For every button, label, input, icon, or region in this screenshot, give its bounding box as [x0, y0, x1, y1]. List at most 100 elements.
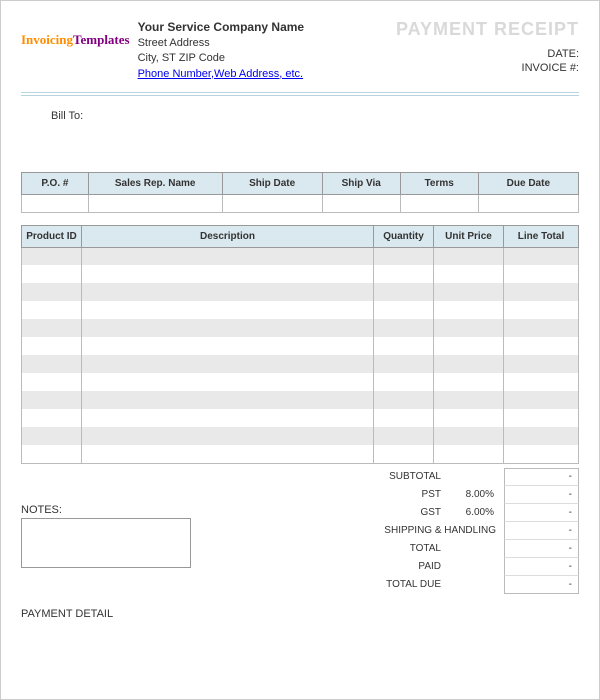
- notes-label: NOTES:: [21, 504, 259, 516]
- table-cell: [82, 373, 374, 391]
- table-cell: [374, 445, 434, 463]
- table-row: [22, 319, 579, 337]
- table-cell: [374, 391, 434, 409]
- table-cell: [504, 337, 579, 355]
- table-cell: [82, 409, 374, 427]
- order-th-rep: Sales Rep. Name: [88, 172, 222, 194]
- order-cell: [322, 194, 400, 212]
- order-th-terms: Terms: [400, 172, 478, 194]
- table-cell: [22, 355, 82, 373]
- date-label: DATE:: [547, 48, 579, 60]
- table-cell: [374, 337, 434, 355]
- totals-row-subtotal: SUBTOTAL -: [269, 468, 579, 486]
- table-cell: [82, 265, 374, 283]
- gst-value: -: [504, 504, 579, 522]
- table-cell: [504, 319, 579, 337]
- items-th-qty: Quantity: [374, 225, 434, 247]
- table-cell: [374, 265, 434, 283]
- table-cell: [374, 373, 434, 391]
- table-cell: [504, 391, 579, 409]
- shipping-value: -: [504, 522, 579, 540]
- header-left: InvoicingTemplates Your Service Company …: [21, 19, 304, 82]
- table-row: [22, 301, 579, 319]
- table-cell: [434, 355, 504, 373]
- table-cell: [22, 247, 82, 265]
- totals-row-shipping: SHIPPING & HANDLING -: [269, 522, 579, 540]
- items-table: Product ID Description Quantity Unit Pri…: [21, 225, 579, 464]
- table-cell: [504, 247, 579, 265]
- table-cell: [82, 283, 374, 301]
- bottom-section: NOTES: SUBTOTAL - PST 8.00% - GST 6.00% …: [21, 468, 579, 594]
- table-row: [22, 355, 579, 373]
- table-cell: [504, 283, 579, 301]
- table-cell: [434, 427, 504, 445]
- table-cell: [22, 445, 82, 463]
- table-cell: [434, 247, 504, 265]
- table-cell: [434, 283, 504, 301]
- table-cell: [82, 427, 374, 445]
- order-th-shipdate: Ship Date: [222, 172, 322, 194]
- order-th-shipvia: Ship Via: [322, 172, 400, 194]
- table-cell: [22, 337, 82, 355]
- paid-label: PAID: [319, 561, 449, 572]
- table-cell: [82, 391, 374, 409]
- pst-value: -: [504, 486, 579, 504]
- table-row: [22, 373, 579, 391]
- table-row: [22, 337, 579, 355]
- table-cell: [504, 409, 579, 427]
- header-right: PAYMENT RECEIPT DATE: INVOICE #:: [396, 19, 579, 82]
- notes-box: [21, 518, 191, 568]
- paid-value: -: [504, 558, 579, 576]
- order-th-due: Due Date: [478, 172, 578, 194]
- table-cell: [434, 319, 504, 337]
- table-cell: [504, 355, 579, 373]
- payment-detail-label: PAYMENT DETAIL: [21, 608, 579, 620]
- table-row: [22, 265, 579, 283]
- table-cell: [434, 409, 504, 427]
- table-cell: [22, 427, 82, 445]
- table-cell: [82, 445, 374, 463]
- order-table: P.O. # Sales Rep. Name Ship Date Ship Vi…: [21, 172, 579, 213]
- table-cell: [82, 319, 374, 337]
- order-th-po: P.O. #: [22, 172, 89, 194]
- order-cell: [478, 194, 578, 212]
- street-address: Street Address: [138, 36, 305, 51]
- header: InvoicingTemplates Your Service Company …: [21, 19, 579, 82]
- divider: [21, 92, 579, 96]
- items-th-desc: Description: [82, 225, 374, 247]
- table-row: [22, 247, 579, 265]
- table-cell: [374, 283, 434, 301]
- table-cell: [82, 247, 374, 265]
- total-label: TOTAL: [319, 543, 449, 554]
- order-cell: [22, 194, 89, 212]
- city-state-zip: City, ST ZIP Code: [138, 51, 305, 66]
- items-th-pid: Product ID: [22, 225, 82, 247]
- total-value: -: [504, 540, 579, 558]
- order-cell: [400, 194, 478, 212]
- table-cell: [434, 445, 504, 463]
- table-cell: [22, 283, 82, 301]
- table-row: [22, 409, 579, 427]
- due-value: -: [504, 576, 579, 594]
- table-cell: [82, 301, 374, 319]
- table-cell: [374, 409, 434, 427]
- table-row: [22, 391, 579, 409]
- table-cell: [504, 301, 579, 319]
- table-row: [22, 427, 579, 445]
- table-row: [22, 445, 579, 463]
- table-cell: [434, 373, 504, 391]
- table-cell: [434, 391, 504, 409]
- table-cell: [504, 427, 579, 445]
- table-cell: [22, 301, 82, 319]
- order-cell: [88, 194, 222, 212]
- table-cell: [434, 337, 504, 355]
- receipt-title: PAYMENT RECEIPT: [396, 19, 579, 40]
- bill-to-label: Bill To:: [51, 110, 83, 122]
- table-cell: [504, 445, 579, 463]
- pst-label: PST: [319, 489, 449, 500]
- totals-row-gst: GST 6.00% -: [269, 504, 579, 522]
- totals-row-due: TOTAL DUE -: [269, 576, 579, 594]
- contact-link[interactable]: Phone Number,Web Address, etc.: [138, 68, 304, 80]
- shipping-label: SHIPPING & HANDLING: [319, 525, 504, 536]
- table-cell: [82, 337, 374, 355]
